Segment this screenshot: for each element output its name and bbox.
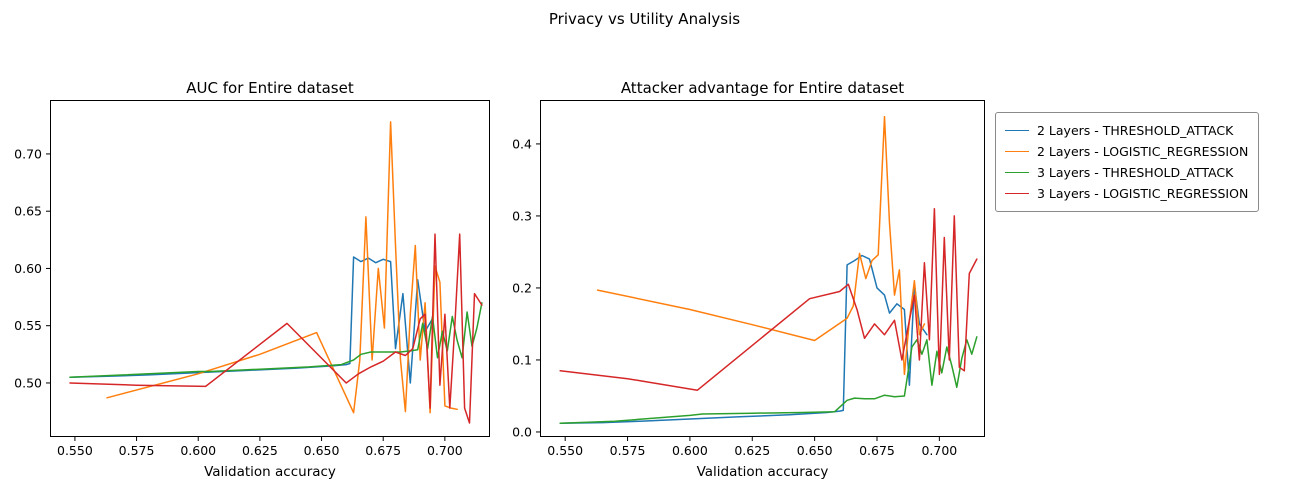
legend-line-swatch <box>1005 193 1029 194</box>
x-tick-label: 0.675 <box>365 443 401 458</box>
legend-line-swatch <box>1005 151 1029 152</box>
y-tick-label: 0.3 <box>512 208 532 223</box>
advantage-chart-plot-area: 0.550 0.575 0.600 0.625 0.650 0.675 0.700 0.0 0.… <box>512 100 985 458</box>
y-tick-label: 0.2 <box>512 280 532 295</box>
series-line <box>559 207 978 391</box>
series-line <box>596 115 926 376</box>
x-tick-label: 0.675 <box>859 443 895 458</box>
series-line <box>559 336 978 425</box>
figure-title: Privacy vs Utility Analysis <box>548 10 741 28</box>
y-tick-label: 0.1 <box>512 352 532 367</box>
legend-label: 2 Layers - LOGISTIC_REGRESSION <box>1037 144 1249 159</box>
y-tick-label: 0.4 <box>512 136 532 151</box>
x-tick-label: 0.550 <box>547 443 583 458</box>
x-tick-label: 0.600 <box>672 443 708 458</box>
series-line <box>69 302 483 378</box>
legend-entry: 3 Layers - THRESHOLD_ATTACK <box>1005 162 1248 183</box>
y-tick-label: 0.60 <box>14 261 42 276</box>
x-tick-label: 0.600 <box>180 443 216 458</box>
advantage-x-axis-label: Validation accuracy <box>696 464 829 480</box>
x-tick-label: 0.550 <box>57 443 93 458</box>
axes-frame <box>50 100 490 437</box>
x-tick-label: 0.575 <box>610 443 646 458</box>
y-tick-label: 0.65 <box>14 204 42 219</box>
series-line <box>69 233 483 424</box>
advantage-chart-title: Attacker advantage for Entire dataset <box>620 79 905 97</box>
x-tick-label: 0.700 <box>427 443 463 458</box>
x-tick-label: 0.625 <box>242 443 278 458</box>
legend: 2 Layers - THRESHOLD_ATTACK 2 Layers - LO… <box>995 112 1260 212</box>
legend-entry: 2 Layers - LOGISTIC_REGRESSION <box>1005 141 1248 162</box>
legend-entry: 2 Layers - THRESHOLD_ATTACK <box>1005 120 1248 141</box>
x-tick-label: 0.650 <box>304 443 340 458</box>
y-tick-label: 0.70 <box>14 146 42 161</box>
legend-label: 3 Layers - LOGISTIC_REGRESSION <box>1037 186 1249 201</box>
x-tick-label: 0.625 <box>734 443 770 458</box>
auc-x-axis-label: Validation accuracy <box>204 464 336 480</box>
legend-line-swatch <box>1005 172 1029 173</box>
y-tick-label: 0.50 <box>14 375 42 390</box>
y-tick-label: 0.0 <box>512 424 532 439</box>
auc-chart-title: AUC for Entire dataset <box>186 79 354 97</box>
legend-entry: 3 Layers - LOGISTIC_REGRESSION <box>1005 183 1248 204</box>
axes-frame <box>540 100 985 437</box>
auc-chart-plot-area: 0.550 0.575 0.600 0.625 0.650 0.675 0.700 0.50 0… <box>14 100 490 458</box>
y-tick-label: 0.55 <box>14 318 42 333</box>
x-tick-label: 0.575 <box>119 443 155 458</box>
x-tick-label: 0.650 <box>797 443 833 458</box>
x-tick-label: 0.700 <box>921 443 957 458</box>
legend-label: 3 Layers - THRESHOLD_ATTACK <box>1037 165 1234 180</box>
legend-label: 2 Layers - THRESHOLD_ATTACK <box>1037 123 1234 138</box>
legend-line-swatch <box>1005 130 1029 131</box>
